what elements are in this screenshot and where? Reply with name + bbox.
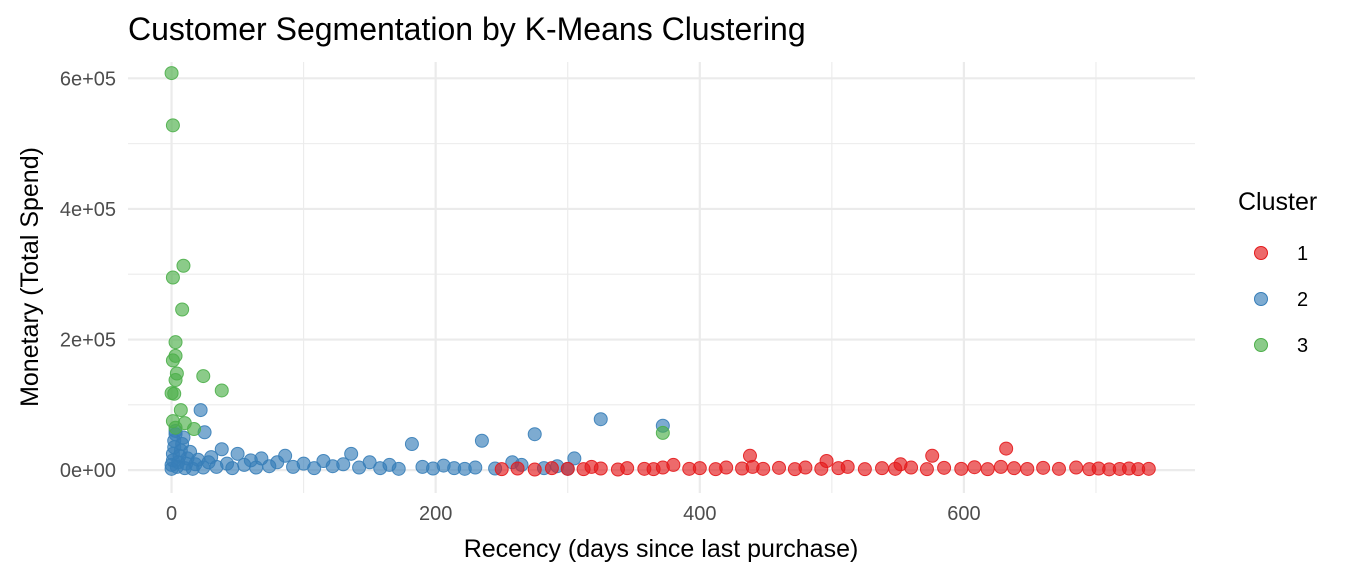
cluster-1-point — [510, 461, 525, 476]
legend-key-2 — [1254, 292, 1268, 306]
legend-label-1: 1 — [1297, 243, 1308, 265]
cluster-3-point — [165, 270, 180, 285]
cluster-3-point — [168, 335, 183, 350]
cluster-1-point — [756, 461, 771, 476]
cluster-1-point — [840, 459, 855, 474]
cluster-1-point — [980, 462, 995, 477]
cluster-3-point — [165, 118, 180, 133]
cluster-1-point — [494, 462, 509, 477]
cluster-1-point — [967, 460, 982, 475]
cluster-2-point — [336, 457, 351, 472]
cluster-1-point — [919, 462, 934, 477]
cluster-2-point — [214, 442, 229, 457]
cluster-2-point — [527, 427, 542, 442]
cluster-1-point — [857, 462, 872, 477]
cluster-1-point — [772, 460, 787, 475]
legend-label-3: 3 — [1297, 335, 1308, 357]
cluster-2-point — [278, 448, 293, 463]
cluster-1-point — [1036, 460, 1051, 475]
cluster-2-point — [344, 446, 359, 461]
y-tick-label: 2e+05 — [60, 330, 116, 352]
cluster-2-point — [307, 461, 322, 476]
cluster-2-point — [404, 437, 419, 452]
cluster-3-point — [165, 353, 180, 368]
cluster-2-point — [176, 430, 191, 445]
cluster-1-point — [593, 461, 608, 476]
cluster-1-point — [1007, 461, 1022, 476]
cluster-1-point — [692, 461, 707, 476]
cluster-1-point — [904, 460, 919, 475]
x-tick-label: 400 — [683, 503, 716, 525]
cluster-2-point — [391, 461, 406, 476]
data-points — [164, 66, 1156, 477]
cluster-3-point — [173, 403, 188, 418]
cluster-1-point — [937, 460, 952, 475]
cluster-2-point — [474, 433, 489, 448]
cluster-1-point — [527, 462, 542, 477]
cluster-1-point — [620, 461, 635, 476]
cluster-1-point — [1051, 461, 1066, 476]
cluster-3-point — [168, 373, 183, 388]
cluster-3-point — [196, 369, 211, 384]
cluster-3-point — [168, 420, 183, 435]
cluster-2-point — [230, 446, 245, 461]
chart-title: Customer Segmentation by K-Means Cluster… — [128, 11, 806, 47]
y-tick-label: 0e+00 — [60, 460, 116, 482]
cluster-1-point — [1020, 461, 1035, 476]
y-axis-ticks: 0e+00 2e+05 4e+05 6e+05 — [60, 68, 116, 482]
cluster-1-point — [1069, 460, 1084, 475]
cluster-1-point — [954, 461, 969, 476]
legend: Cluster 1 2 3 — [1238, 188, 1317, 357]
cluster-3-point — [176, 258, 191, 273]
x-tick-label: 0 — [166, 503, 177, 525]
cluster-1-point — [1141, 461, 1156, 476]
cluster-1-point — [798, 460, 813, 475]
cluster-2-point — [593, 412, 608, 427]
cluster-2-point — [468, 460, 483, 475]
cluster-3-point — [164, 66, 179, 81]
y-tick-label: 4e+05 — [60, 199, 116, 221]
y-axis-title: Monetary (Total Spend) — [16, 147, 44, 407]
cluster-1-point — [719, 460, 734, 475]
cluster-2-point — [567, 451, 582, 466]
x-axis-ticks: 0 200 400 600 — [166, 503, 981, 525]
cluster-1-point — [819, 454, 834, 469]
cluster-3-point — [175, 302, 190, 317]
cluster-3-point — [214, 383, 229, 398]
x-tick-label: 200 — [419, 503, 452, 525]
cluster-3-point — [167, 386, 182, 401]
cluster-1-point — [925, 448, 940, 463]
x-axis-title: Recency (days since last purchase) — [464, 535, 859, 563]
y-tick-label: 6e+05 — [60, 68, 116, 90]
cluster-1-point — [544, 461, 559, 476]
cluster-2-point — [362, 455, 377, 470]
cluster-3-point — [655, 425, 670, 440]
cluster-1-point — [875, 461, 890, 476]
cluster-3-point — [187, 422, 202, 437]
legend-label-2: 2 — [1297, 289, 1308, 311]
cluster-1-point — [666, 457, 681, 472]
cluster-2-point — [193, 403, 208, 418]
x-tick-label: 600 — [947, 503, 980, 525]
legend-title: Cluster — [1238, 188, 1317, 216]
cluster-1-point — [999, 441, 1014, 456]
cluster-1-point — [993, 459, 1008, 474]
legend-key-3 — [1254, 338, 1268, 352]
cluster-1-point — [560, 461, 575, 476]
cluster-2-point — [225, 461, 240, 476]
legend-key-1 — [1254, 246, 1268, 260]
